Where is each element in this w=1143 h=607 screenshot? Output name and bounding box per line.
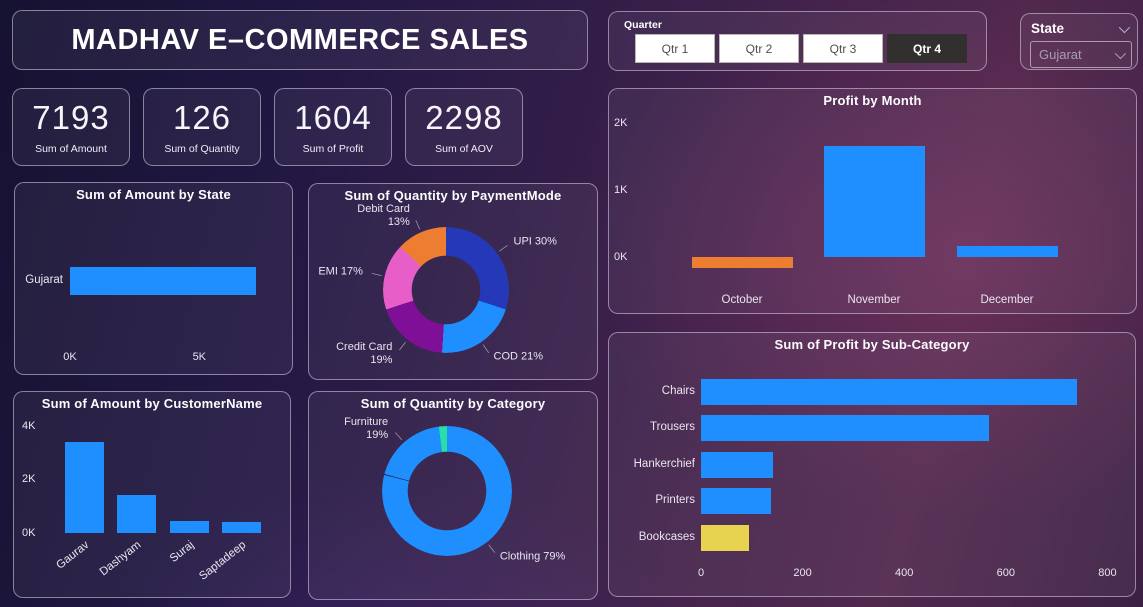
kpi-card-sum-of-profit: 1604 Sum of Profit <box>274 88 392 166</box>
category-label-december: December <box>980 294 1034 306</box>
kpi-label: Sum of Profit <box>302 143 364 155</box>
bar-saptadeep[interactable] <box>221 522 261 533</box>
bar-gaurav[interactable] <box>64 441 104 533</box>
quarter-slicer: Quarter Qtr 1 Qtr 2 Qtr 3 Qtr 4 <box>608 11 987 71</box>
category-label-october: October <box>721 294 763 306</box>
donut-label-cod: COD 21% <box>493 350 544 363</box>
quantity-by-category-chart: Clothing 79% Furniture 19% <box>309 392 597 599</box>
chart-title: Sum of Amount by State <box>76 187 231 202</box>
category-label-chairs: Chairs <box>661 385 695 397</box>
x-tick-label: 800 <box>1098 567 1117 579</box>
bar-trousers[interactable] <box>701 415 990 441</box>
y-tick-label: 0K <box>614 251 628 263</box>
x-tick-label: 0K <box>63 351 77 363</box>
chevron-down-icon[interactable] <box>1118 21 1131 33</box>
category-label-november: November <box>847 294 901 306</box>
panel-quantity-by-payment-mode: Sum of Quantity by PaymentMode UPI 30% CO… <box>308 183 598 380</box>
profit-by-subcategory-chart: Chairs Trousers Hankerchief Printers Bookcas… <box>609 333 1135 596</box>
y-tick-label: 0K <box>22 527 36 539</box>
kpi-value: 2298 <box>425 99 503 136</box>
bar-gujarat[interactable] <box>70 267 256 295</box>
amount-by-customer-chart: 0K 2K 4K Gaurav Dashyam Suraj Saptadeep <box>14 392 290 597</box>
kpi-value: 7193 <box>32 99 110 136</box>
panel-amount-by-customer: Sum of Amount by CustomerName 0K 2K 4K Gaur… <box>13 391 291 598</box>
chevron-down-icon <box>1114 47 1127 59</box>
dashboard-title-card: MADHAV E–COMMERCE SALES <box>12 10 588 70</box>
category-label-printers: Printers <box>655 494 695 506</box>
quarter-buttons: Qtr 1 Qtr 2 Qtr 3 Qtr 4 <box>635 34 967 63</box>
kpi-value: 1604 <box>294 99 372 136</box>
donut-label-clothing: Clothing 79% <box>499 550 566 563</box>
bar-bookcases[interactable] <box>701 525 749 551</box>
bar-december[interactable] <box>956 245 1058 257</box>
donut-label-debit-card: Debit Card 13% <box>357 202 410 228</box>
donut-label-emi: EMI 17% <box>318 265 363 278</box>
bar-dashyam[interactable] <box>116 494 156 533</box>
bar-november[interactable] <box>823 146 925 257</box>
quantity-by-payment-mode-ring[interactable] <box>383 227 509 353</box>
donut-label-credit-card: Credit Card 19% <box>336 341 393 366</box>
kpi-label: Sum of Quantity <box>164 143 240 155</box>
chart-title: Sum of Quantity by Category <box>360 396 546 411</box>
donut-label-furniture: Furniture 19% <box>344 415 389 441</box>
chart-title: Sum of Profit by Sub-Category <box>774 337 970 352</box>
category-label-bookcases: Bookcases <box>638 531 695 543</box>
category-label-gujarat: Gujarat <box>25 274 63 286</box>
x-tick-label: 200 <box>793 567 812 579</box>
bar-october[interactable] <box>691 257 793 268</box>
panel-profit-by-month: Profit by Month 0K 1K 2K October November Dec… <box>608 88 1137 314</box>
kpi-card-sum-of-aov: 2298 Sum of AOV <box>405 88 523 166</box>
kpi-label: Sum of Amount <box>35 143 107 155</box>
bar-chairs[interactable] <box>701 379 1077 405</box>
category-label-trousers: Trousers <box>650 421 695 433</box>
panel-profit-by-subcategory: Sum of Profit by Sub-Category Chairs Trou… <box>608 332 1136 597</box>
chart-title: Sum of Quantity by PaymentMode <box>344 188 562 203</box>
x-tick-label: 400 <box>895 567 914 579</box>
quarter-option-qtr-2[interactable]: Qtr 2 <box>719 34 799 63</box>
y-tick-label: 2K <box>614 117 628 129</box>
chart-title: Profit by Month <box>823 93 922 108</box>
chart-title: Sum of Amount by CustomerName <box>41 396 263 411</box>
state-slicer: State Gujarat <box>1020 13 1138 70</box>
y-tick-label: 4K <box>22 419 36 432</box>
bar-printers[interactable] <box>701 488 772 514</box>
bar-hankerchief[interactable] <box>701 452 773 478</box>
kpi-value: 126 <box>172 99 232 136</box>
y-tick-label: 2K <box>22 473 36 486</box>
state-slicer-label: State <box>1031 21 1065 36</box>
kpi-card-sum-of-amount: 7193 Sum of Amount <box>12 88 130 166</box>
x-tick-label: 600 <box>996 567 1015 579</box>
state-dropdown-value: Gujarat <box>1039 47 1082 62</box>
quarter-option-qtr-4[interactable]: Qtr 4 <box>887 34 967 63</box>
quarter-option-qtr-1[interactable]: Qtr 1 <box>635 34 715 63</box>
quarter-option-qtr-3[interactable]: Qtr 3 <box>803 34 883 63</box>
quantity-by-category-ring[interactable] <box>382 426 512 556</box>
y-tick-label: 1K <box>614 184 628 196</box>
panel-quantity-by-category: Sum of Quantity by Category Clothing 79%… <box>308 391 598 600</box>
amount-by-state-chart: Gujarat 0K 5K <box>15 183 292 374</box>
quantity-by-payment-mode-chart: UPI 30% COD 21% Credit Card 19% EMI 17% Debi… <box>309 184 597 379</box>
donut-label-upi: UPI 30% <box>513 235 557 248</box>
x-tick-label: 0 <box>697 567 705 579</box>
kpi-card-sum-of-quantity: 126 Sum of Quantity <box>143 88 261 166</box>
kpi-label: Sum of AOV <box>435 143 493 155</box>
panel-amount-by-state: Sum of Amount by State Gujarat 0K 5K <box>14 182 293 375</box>
state-dropdown[interactable]: Gujarat <box>1030 41 1132 68</box>
state-slicer-header: State <box>1031 21 1131 36</box>
category-label-hankerchief: Hankerchief <box>633 458 695 470</box>
dashboard-title: MADHAV E–COMMERCE SALES <box>71 23 529 56</box>
profit-by-month-chart: 0K 1K 2K October November December <box>609 89 1136 313</box>
quarter-slicer-label: Quarter <box>624 19 662 31</box>
bar-suraj[interactable] <box>169 520 209 533</box>
x-tick-label: 5K <box>192 351 207 363</box>
